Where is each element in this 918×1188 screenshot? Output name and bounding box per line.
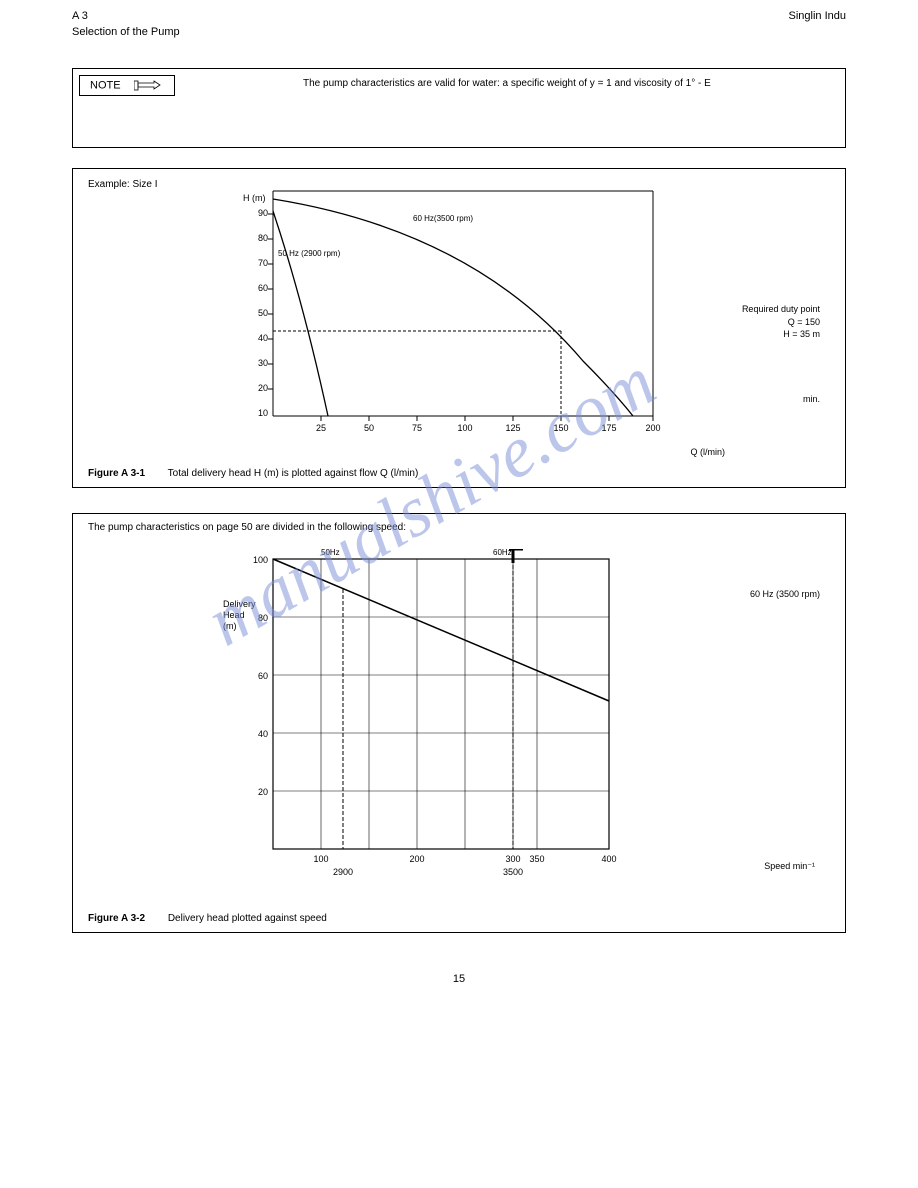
ytick: 90	[258, 208, 268, 218]
xtick: 25	[316, 423, 326, 433]
xtick: 100	[313, 854, 328, 864]
note-text: The pump characteristics are valid for w…	[303, 77, 835, 90]
ytick: 10	[258, 408, 268, 418]
chart1-caption-label: Figure A 3-1	[88, 468, 145, 479]
chart2-60hz: 60Hz	[493, 549, 512, 557]
xtick: 300	[505, 854, 520, 864]
header-left: A 3	[72, 10, 88, 22]
note-header: NOTE	[79, 75, 175, 96]
speed-label: 3500	[503, 867, 523, 877]
chart2-note: The pump characteristics on page 50 are …	[88, 522, 830, 533]
chart1-caption-text: Total delivery head H (m) is plotted aga…	[168, 468, 419, 479]
ytick: 40	[258, 729, 268, 739]
xtick: 175	[601, 423, 616, 433]
pointing-hand-icon	[134, 78, 164, 93]
ytick: 70	[258, 258, 268, 268]
chart1-svg: 90 80 70 60 50 40 30 20 10	[213, 181, 733, 441]
chart1-title: Example: Size I	[88, 179, 157, 190]
ytick: 40	[258, 333, 268, 343]
xtick: 100	[457, 423, 472, 433]
xtick: 75	[412, 423, 422, 433]
chart1-box: Example: Size I 90 80 70 60 50 40 30 20 …	[72, 168, 846, 488]
ytick: 80	[258, 233, 268, 243]
ytick: 60	[258, 283, 268, 293]
xtick: 125	[505, 423, 520, 433]
chart2-caption-text: Delivery head plotted against speed	[168, 913, 327, 924]
xtick: 200	[409, 854, 424, 864]
chart2-right-label: 60 Hz (3500 rpm)	[750, 589, 820, 599]
page-number: 15	[0, 973, 918, 985]
xtick: 350	[529, 854, 544, 864]
xtick: 150	[553, 423, 568, 433]
ytick: 100	[253, 555, 268, 565]
ytick: 30	[258, 358, 268, 368]
ytick: 80	[258, 613, 268, 623]
chart2-ylabel: Delivery Head (m)	[223, 599, 256, 631]
chart1-h-label: H = 35 m	[783, 329, 820, 339]
xtick: 400	[601, 854, 616, 864]
chart2-50hz: 50Hz	[321, 549, 340, 557]
ytick: 20	[258, 383, 268, 393]
note-box: NOTE The pump characteristics are valid …	[72, 68, 846, 148]
ytick: 60	[258, 671, 268, 681]
chart2-caption-label: Figure A 3-2	[88, 913, 145, 924]
chart1-60hz-label: 60 Hz(3500 rpm)	[413, 214, 473, 223]
ytick: 20	[258, 787, 268, 797]
chart1-rpm-unit: min.	[803, 394, 820, 404]
xtick: 200	[645, 423, 660, 433]
chart1-50hz-label: 50 Hz (2900 rpm)	[278, 249, 341, 258]
chart1-xlabel: Q (l/min)	[691, 447, 726, 457]
header-right: Singlin Indu	[789, 10, 847, 22]
chart1-q-label: Q = 150	[788, 317, 820, 327]
section-title: Selection of the Pump	[72, 26, 180, 38]
chart1-ylabel: H (m)	[243, 193, 266, 203]
chart2-xlabel: Speed min⁻¹	[764, 861, 815, 872]
note-label: NOTE	[90, 79, 121, 91]
chart1-duty-label: Required duty point	[742, 304, 820, 314]
chart2-svg: 100 80 60 40 20 100 200 300 350 400 2900…	[213, 549, 733, 889]
speed-label: 2900	[333, 867, 353, 877]
chart2-box: The pump characteristics on page 50 are …	[72, 513, 846, 933]
xtick: 50	[364, 423, 374, 433]
ytick: 50	[258, 308, 268, 318]
